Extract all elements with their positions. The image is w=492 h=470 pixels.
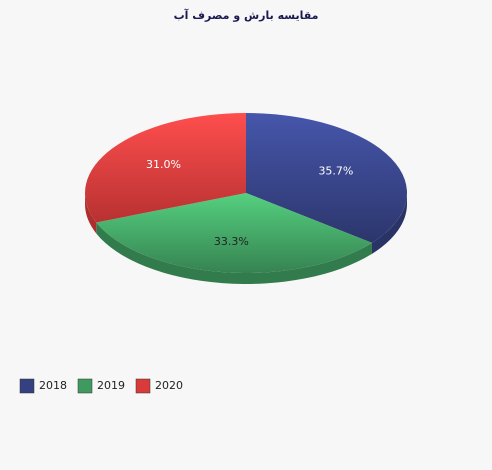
pie: 35.7% 33.3% 31.0% <box>85 113 408 285</box>
data-label: 31.0% <box>146 158 181 171</box>
slice-side <box>371 193 407 254</box>
slice <box>246 113 408 243</box>
data-label: 33.3% <box>214 235 249 248</box>
legend: 2018 2019 2020 <box>19 378 183 394</box>
legend-swatch <box>19 378 35 394</box>
legend-label: 2020 <box>155 379 183 392</box>
slice-side <box>85 193 97 234</box>
legend-label: 2018 <box>39 379 67 392</box>
legend-swatch <box>135 378 151 394</box>
slice-side <box>96 222 372 285</box>
legend-label: 2019 <box>97 379 125 392</box>
slice <box>85 113 247 223</box>
chart-title: مقایسه بارش و مصرف آب <box>174 8 319 22</box>
legend-swatch <box>77 378 93 394</box>
data-label: 35.7% <box>318 164 353 177</box>
slice <box>96 193 372 273</box>
